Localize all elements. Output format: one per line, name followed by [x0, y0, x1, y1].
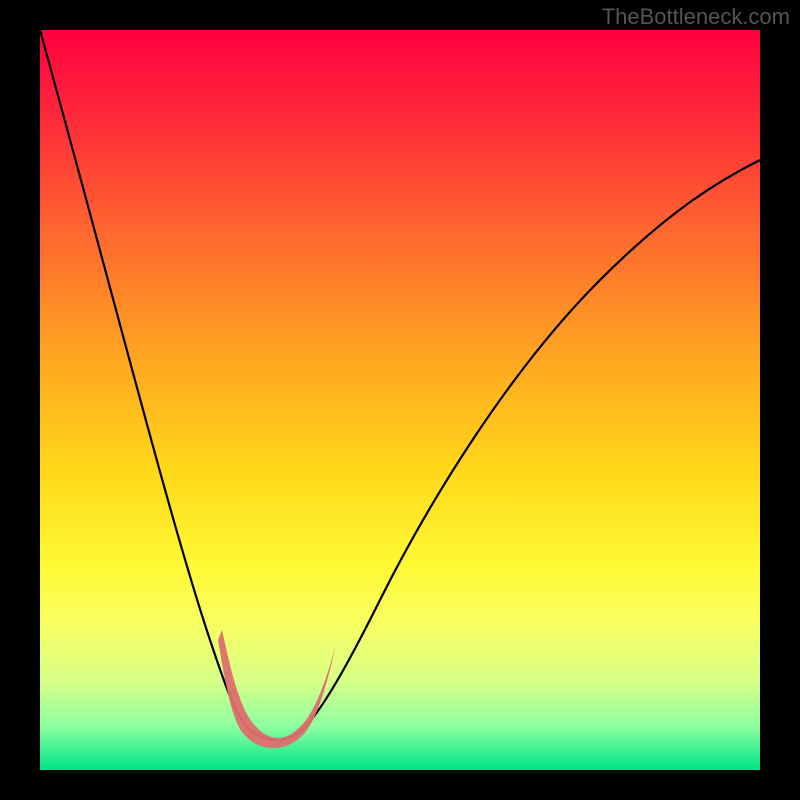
chart-svg — [0, 0, 800, 800]
chart-stage: TheBottleneck.com — [0, 0, 800, 800]
watermark-text: TheBottleneck.com — [602, 4, 790, 30]
plot-area — [40, 30, 760, 770]
